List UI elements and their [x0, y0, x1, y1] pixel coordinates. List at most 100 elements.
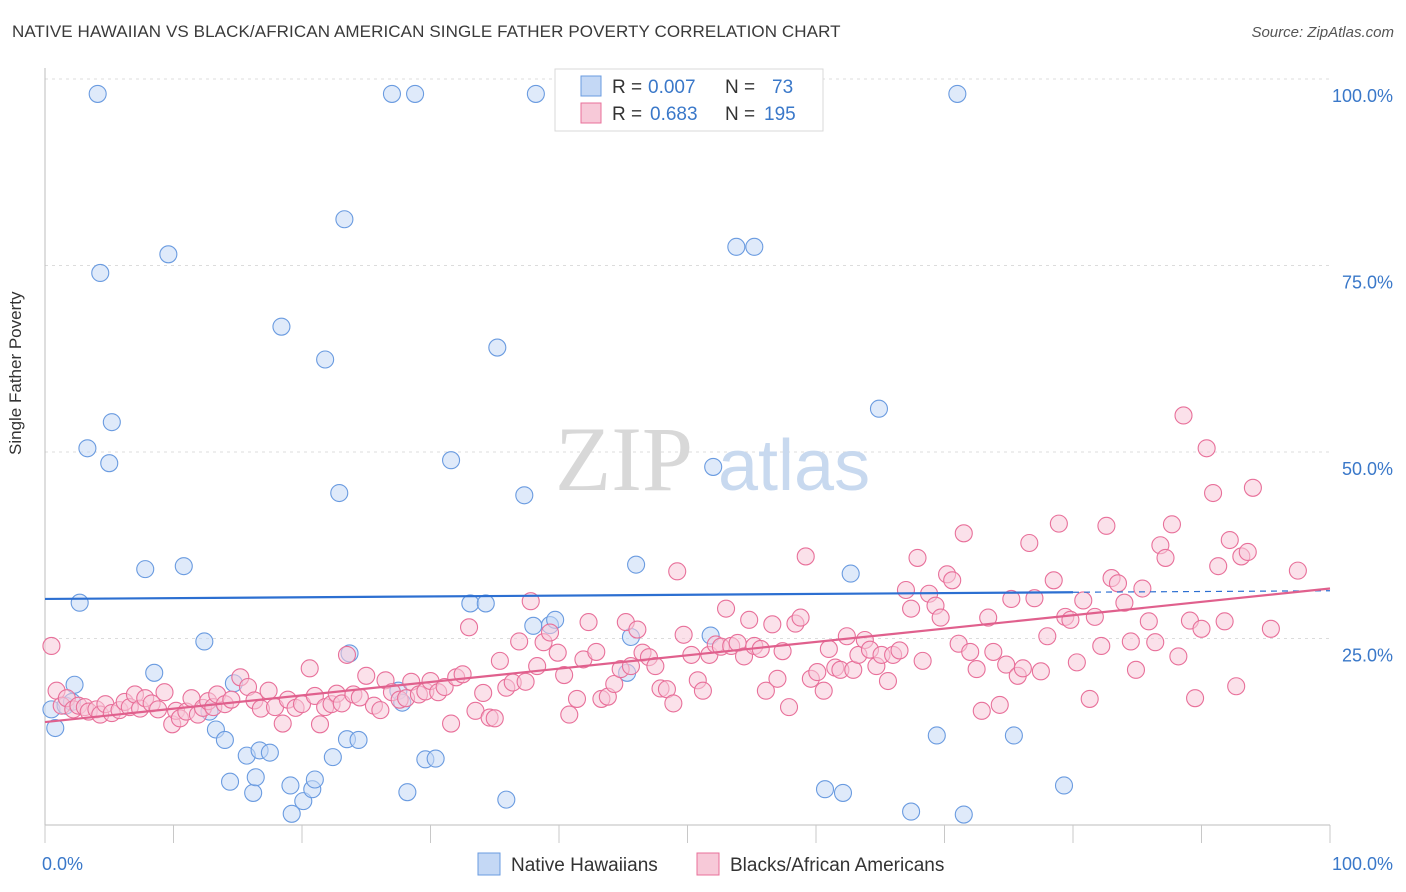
point-native-hawaiians-67	[902, 802, 921, 821]
point-native-hawaiians-70	[954, 805, 973, 824]
point-blacks-african-americans-119	[763, 615, 782, 634]
point-blacks-african-americans-179	[1115, 593, 1134, 612]
point-blacks-african-americans-82	[540, 623, 560, 642]
point-native-hawaiians-42	[398, 783, 417, 802]
point-blacks-african-americans-128	[814, 681, 833, 700]
axes	[44, 68, 1331, 843]
point-blacks-african-americans-196	[1215, 612, 1234, 631]
point-blacks-african-americans-162	[1013, 659, 1032, 678]
point-native-hawaiians-28	[282, 804, 301, 823]
point-blacks-african-americans-85	[560, 705, 579, 724]
point-blacks-african-americans-186	[1156, 548, 1175, 567]
point-blacks-african-americans-139	[878, 671, 898, 691]
legend-item-blacks-african-americans[interactable]: Blacks/African Americans	[696, 852, 944, 876]
stats-r-label-2: R =	[612, 104, 642, 125]
point-native-hawaiians-35	[335, 210, 354, 229]
point-blacks-african-americans-69	[459, 618, 479, 637]
legend-swatch-blue	[477, 852, 501, 876]
point-blacks-african-americans-50	[337, 645, 357, 664]
point-native-hawaiians-58	[627, 555, 646, 574]
point-blacks-african-americans-180	[1121, 632, 1140, 651]
legend-item-native-hawaiians[interactable]: Native Hawaiians	[477, 852, 658, 876]
trend-line-native-hawaiians	[44, 591, 1074, 601]
point-native-hawaiians-7	[88, 84, 107, 103]
point-blacks-african-americans-104	[674, 625, 693, 644]
stats-swatch-blue	[580, 75, 602, 97]
point-blacks-african-americans-165	[1031, 662, 1050, 681]
point-native-hawaiians-68	[927, 726, 946, 745]
point-blacks-african-americans-189	[1174, 406, 1193, 425]
trend-lines	[44, 587, 1331, 724]
point-native-hawaiians-45	[426, 749, 445, 768]
point-native-hawaiians-6	[78, 439, 97, 458]
stats-n-value-1: 73	[772, 77, 793, 98]
point-native-hawaiians-33	[323, 748, 342, 767]
chart-title: NATIVE HAWAIIAN VS BLACK/AFRICAN AMERICA…	[12, 22, 841, 41]
x-tick-label-0: 0.0%	[42, 854, 83, 874]
trend-line-blacks-african-americans	[44, 587, 1331, 724]
point-blacks-african-americans-202	[1261, 619, 1280, 638]
point-native-hawaiians-13	[159, 245, 178, 264]
stats-r-label-1: R =	[612, 77, 642, 98]
point-blacks-african-americans-148	[931, 608, 950, 627]
point-native-hawaiians-9	[100, 454, 119, 473]
point-native-hawaiians-50	[497, 790, 516, 809]
point-blacks-african-americans-158	[990, 695, 1009, 714]
point-blacks-african-americans-175	[1092, 636, 1111, 656]
point-blacks-african-americans-184	[1146, 633, 1165, 652]
point-blacks-african-americans-53	[357, 666, 376, 685]
point-blacks-african-americans-188	[1169, 647, 1188, 666]
point-blacks-african-americans-20	[155, 683, 174, 702]
y-tick-label-0: 25.0%	[1342, 646, 1393, 666]
stats-n-label-2: N =	[725, 104, 755, 125]
point-blacks-african-americans-150	[943, 571, 962, 590]
stats-box: R = 0.007 N = 73 R = 0.683 N = 195	[554, 68, 824, 132]
point-native-hawaiians-51	[515, 486, 534, 505]
point-blacks-african-americans-124	[791, 608, 810, 627]
point-blacks-african-americans-103	[668, 562, 687, 581]
point-native-hawaiians-12	[145, 663, 164, 682]
point-blacks-african-americans-154	[967, 660, 986, 679]
point-native-hawaiians-43	[406, 84, 425, 103]
point-native-hawaiians-60	[704, 457, 723, 476]
point-blacks-african-americans-193	[1197, 439, 1216, 458]
point-blacks-african-americans-201	[1243, 478, 1262, 497]
point-native-hawaiians-39	[382, 84, 402, 103]
x-tick-label-1: 100.0%	[1332, 854, 1393, 874]
point-blacks-african-americans-172	[1074, 591, 1093, 610]
point-native-hawaiians-18	[215, 730, 234, 750]
point-blacks-african-americans-66	[442, 714, 461, 733]
trend-line-native-hawaiians-extension	[1072, 590, 1331, 593]
point-blacks-african-americans-107	[693, 681, 712, 700]
stats-r-value-2: 0.683	[650, 104, 698, 125]
legend: Native Hawaiians Blacks/African American…	[477, 852, 944, 876]
point-native-hawaiians-72	[1054, 776, 1074, 795]
point-blacks-african-americans-86	[567, 689, 587, 708]
watermark: ZIP atlas	[555, 408, 870, 510]
point-blacks-african-americans-65	[435, 677, 454, 697]
point-native-hawaiians-11	[136, 560, 155, 579]
point-blacks-african-americans-96	[628, 620, 647, 639]
stats-swatch-pink	[580, 102, 602, 124]
point-blacks-african-americans-115	[740, 610, 759, 629]
series-native-hawaiians	[42, 84, 1074, 824]
point-blacks-african-americans-163	[1020, 533, 1039, 553]
point-blacks-african-americans-203	[1288, 561, 1307, 580]
point-blacks-african-americans-164	[1025, 589, 1044, 608]
point-native-hawaiians-10	[102, 413, 121, 432]
stats-r-value-1: 0.007	[648, 77, 696, 98]
watermark-zip: ZIP	[555, 408, 693, 510]
point-blacks-african-americans-88	[579, 613, 598, 632]
point-blacks-african-americans-77	[510, 632, 529, 651]
point-native-hawaiians-26	[272, 317, 291, 336]
point-native-hawaiians-4	[65, 675, 84, 694]
y-tick-label-2: 75.0%	[1342, 273, 1393, 293]
point-blacks-african-americans-194	[1204, 483, 1223, 503]
point-native-hawaiians-23	[246, 768, 265, 787]
grid-lines	[45, 78, 1330, 639]
point-blacks-african-americans-83	[548, 643, 567, 662]
point-blacks-african-americans-145	[913, 651, 932, 670]
stats-n-label-1: N =	[725, 77, 755, 98]
legend-label-blacks-african-americans: Blacks/African Americans	[730, 855, 944, 876]
point-blacks-african-americans-157	[984, 642, 1003, 661]
